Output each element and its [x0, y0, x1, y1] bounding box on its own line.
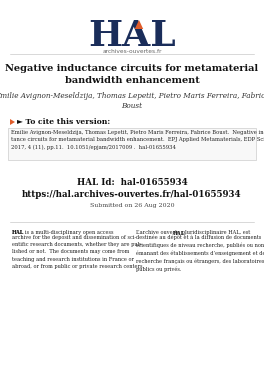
- Text: HAL: HAL: [88, 19, 176, 53]
- Polygon shape: [10, 119, 15, 125]
- Text: HAL is a multi-disciplinary open access: HAL is a multi-disciplinary open access: [12, 230, 114, 235]
- Text: HAL: HAL: [12, 230, 24, 235]
- Text: Negative inductance circuits for metamaterial
bandwidth enhancement: Negative inductance circuits for metamat…: [6, 64, 258, 85]
- Text: destinée au dépôt et à la diffusion de documents
scientifiques de niveau recherc: destinée au dépôt et à la diffusion de d…: [136, 235, 264, 272]
- Text: HAL Id:  hal-01655934: HAL Id: hal-01655934: [77, 178, 187, 187]
- Text: https://hal.archives-ouvertes.fr/hal-01655934: https://hal.archives-ouvertes.fr/hal-016…: [22, 190, 242, 199]
- Text: Emilie Avignon-Meseldzija, Thomas Lepetit, Pietro Maris Ferreira, Fabrice
Boust: Emilie Avignon-Meseldzija, Thomas Lepeti…: [0, 92, 264, 110]
- Text: L’archive ouverte pluridisciplinaire HAL, est: L’archive ouverte pluridisciplinaire HAL…: [136, 230, 250, 235]
- Text: Emilie Avignon-Meseldzija, Thomas Lepetit, Pietro Maris Ferreira, Fabrice Boust.: Emilie Avignon-Meseldzija, Thomas Lepeti…: [11, 130, 264, 150]
- Text: ► To cite this version:: ► To cite this version:: [17, 118, 110, 126]
- Text: archives-ouvertes.fr: archives-ouvertes.fr: [102, 49, 162, 54]
- Text: Submitted on 26 Aug 2020: Submitted on 26 Aug 2020: [90, 203, 174, 208]
- FancyBboxPatch shape: [8, 128, 256, 160]
- Text: archive for the deposit and dissemination of sci-
entific research documents, wh: archive for the deposit and disseminatio…: [12, 235, 144, 269]
- Polygon shape: [135, 20, 143, 29]
- Text: HAL,: HAL,: [172, 230, 186, 235]
